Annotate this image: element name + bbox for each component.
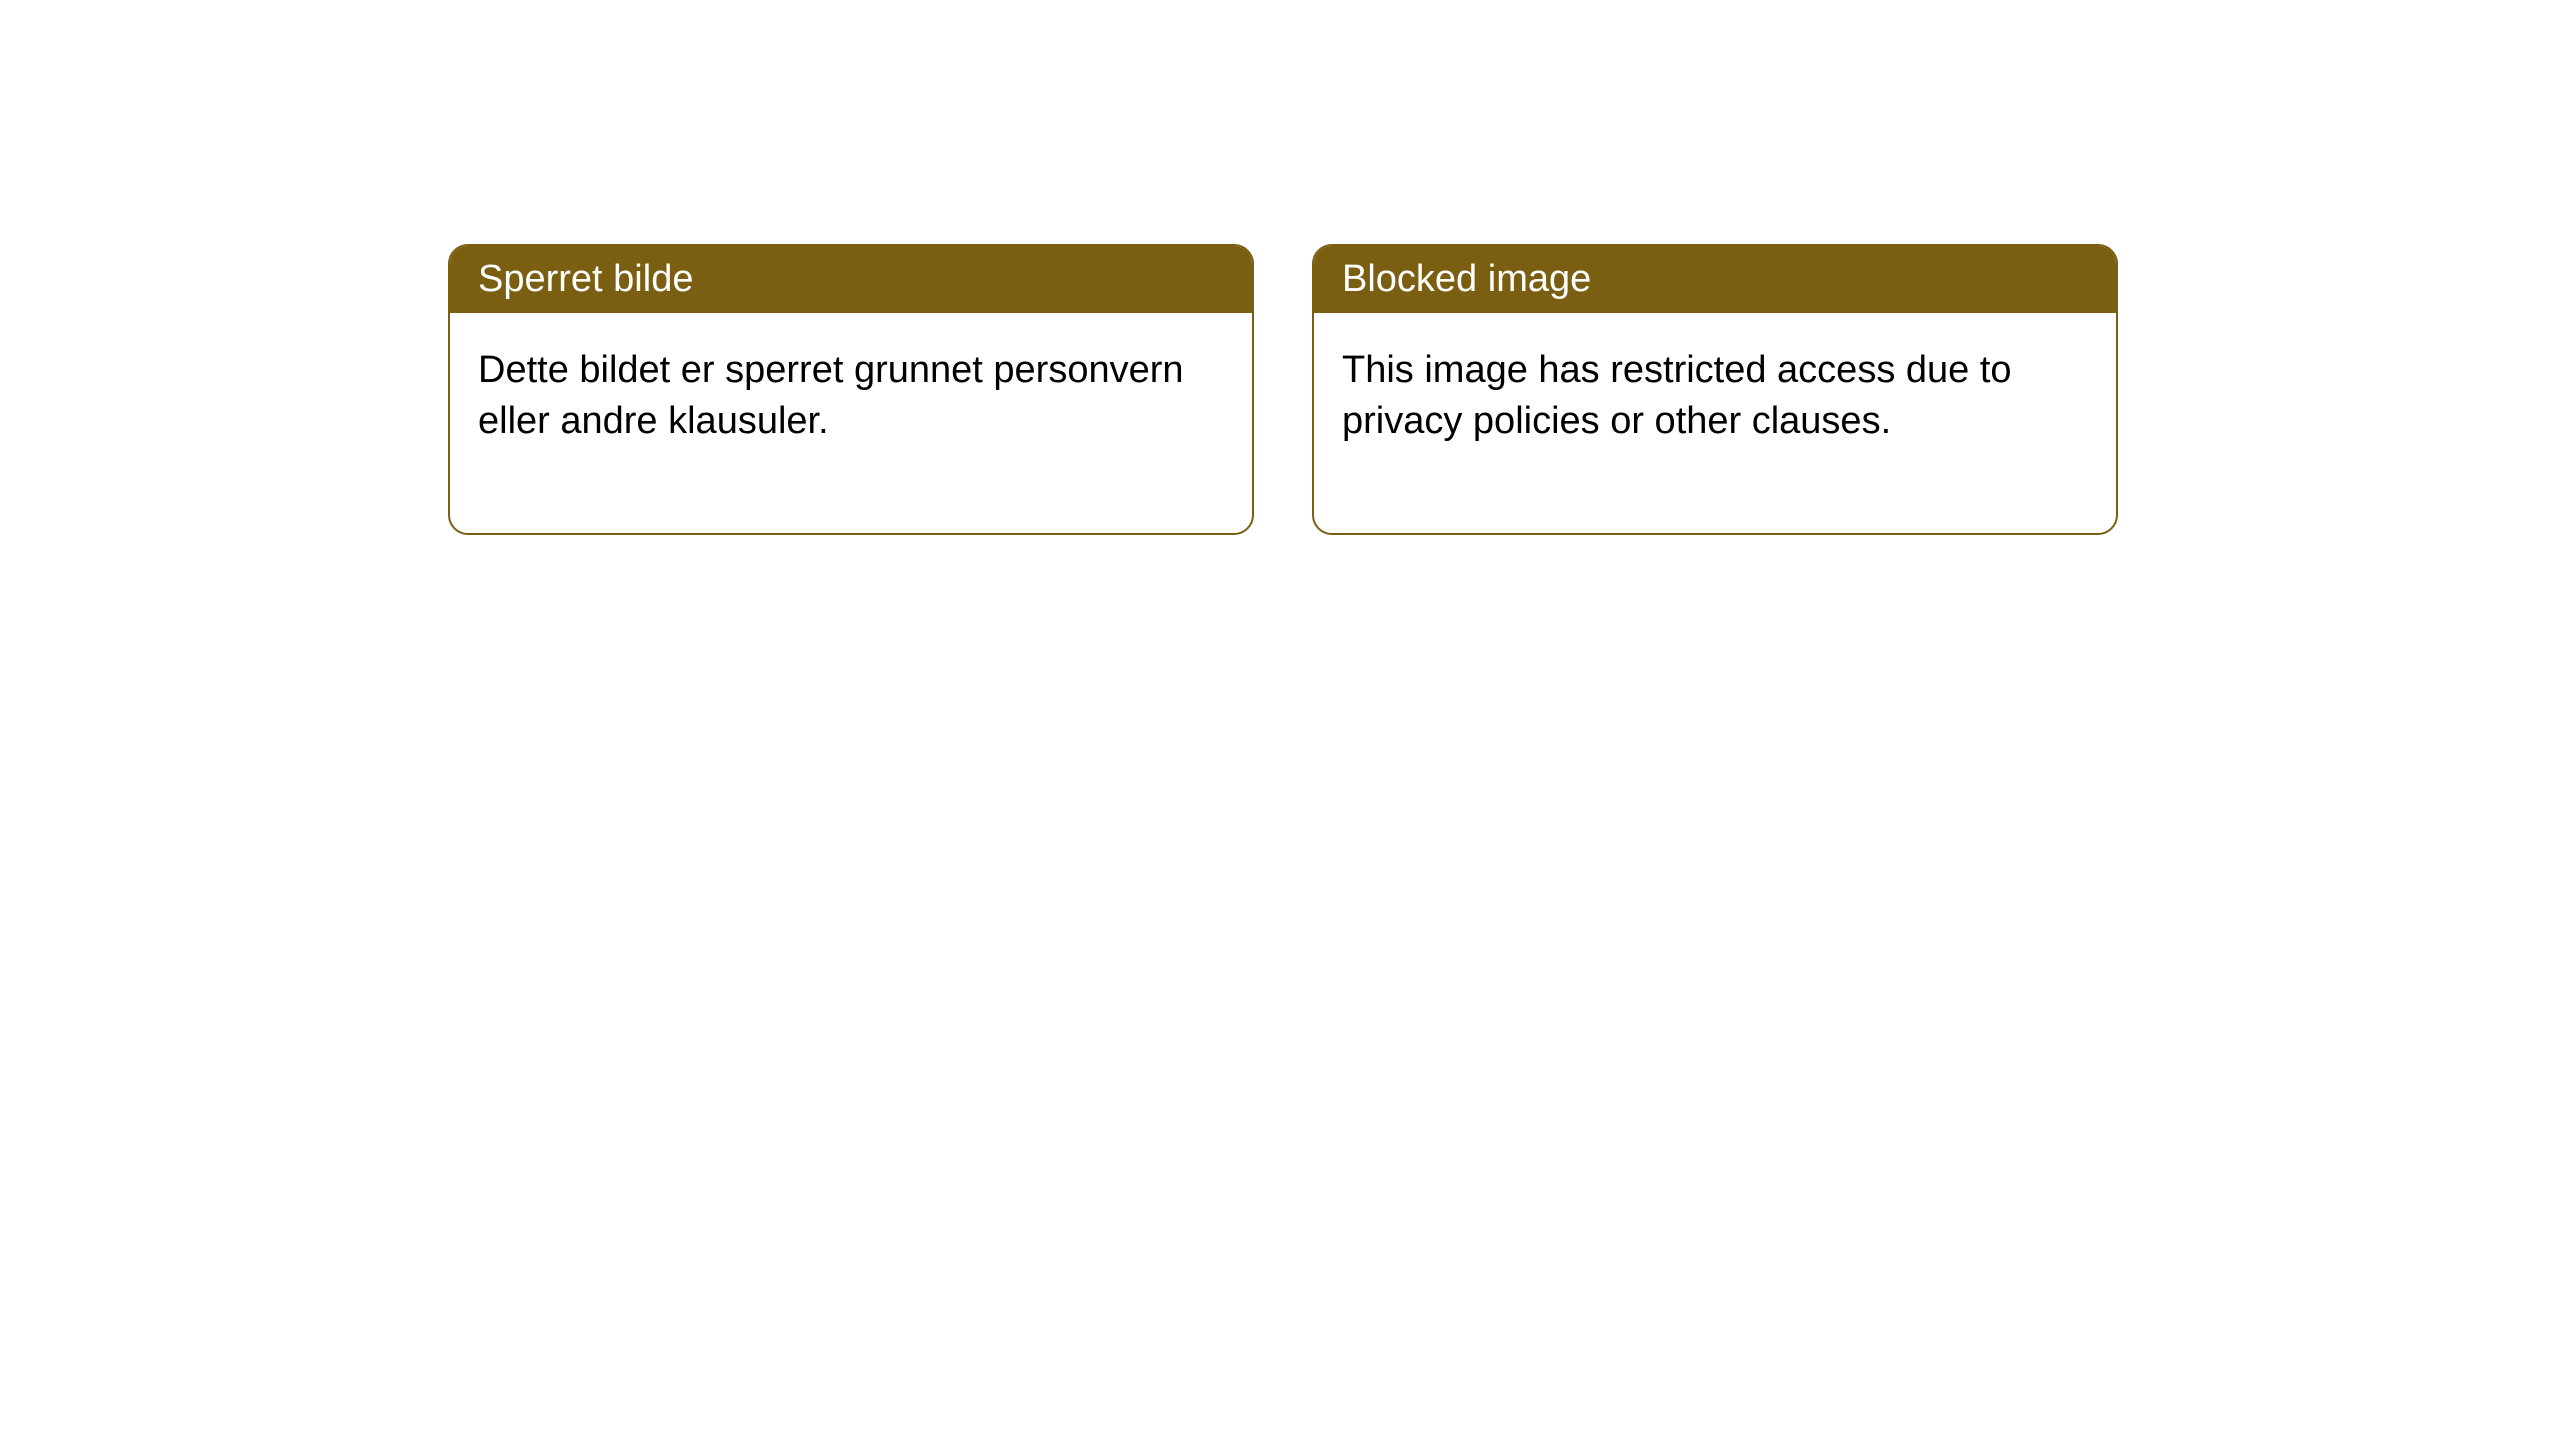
card-body: Dette bildet er sperret grunnet personve… [450,313,1252,533]
card-title: Blocked image [1342,258,1591,300]
blocked-image-card-en: Blocked image This image has restricted … [1312,244,2118,535]
card-body-text: Dette bildet er sperret grunnet personve… [478,349,1184,442]
blocked-image-card-no: Sperret bilde Dette bildet er sperret gr… [448,244,1254,535]
card-body-text: This image has restricted access due to … [1342,349,2012,442]
card-header: Sperret bilde [450,246,1252,313]
card-title: Sperret bilde [478,258,693,300]
card-header: Blocked image [1314,246,2116,313]
card-body: This image has restricted access due to … [1314,313,2116,533]
cards-container: Sperret bilde Dette bildet er sperret gr… [0,0,2560,535]
